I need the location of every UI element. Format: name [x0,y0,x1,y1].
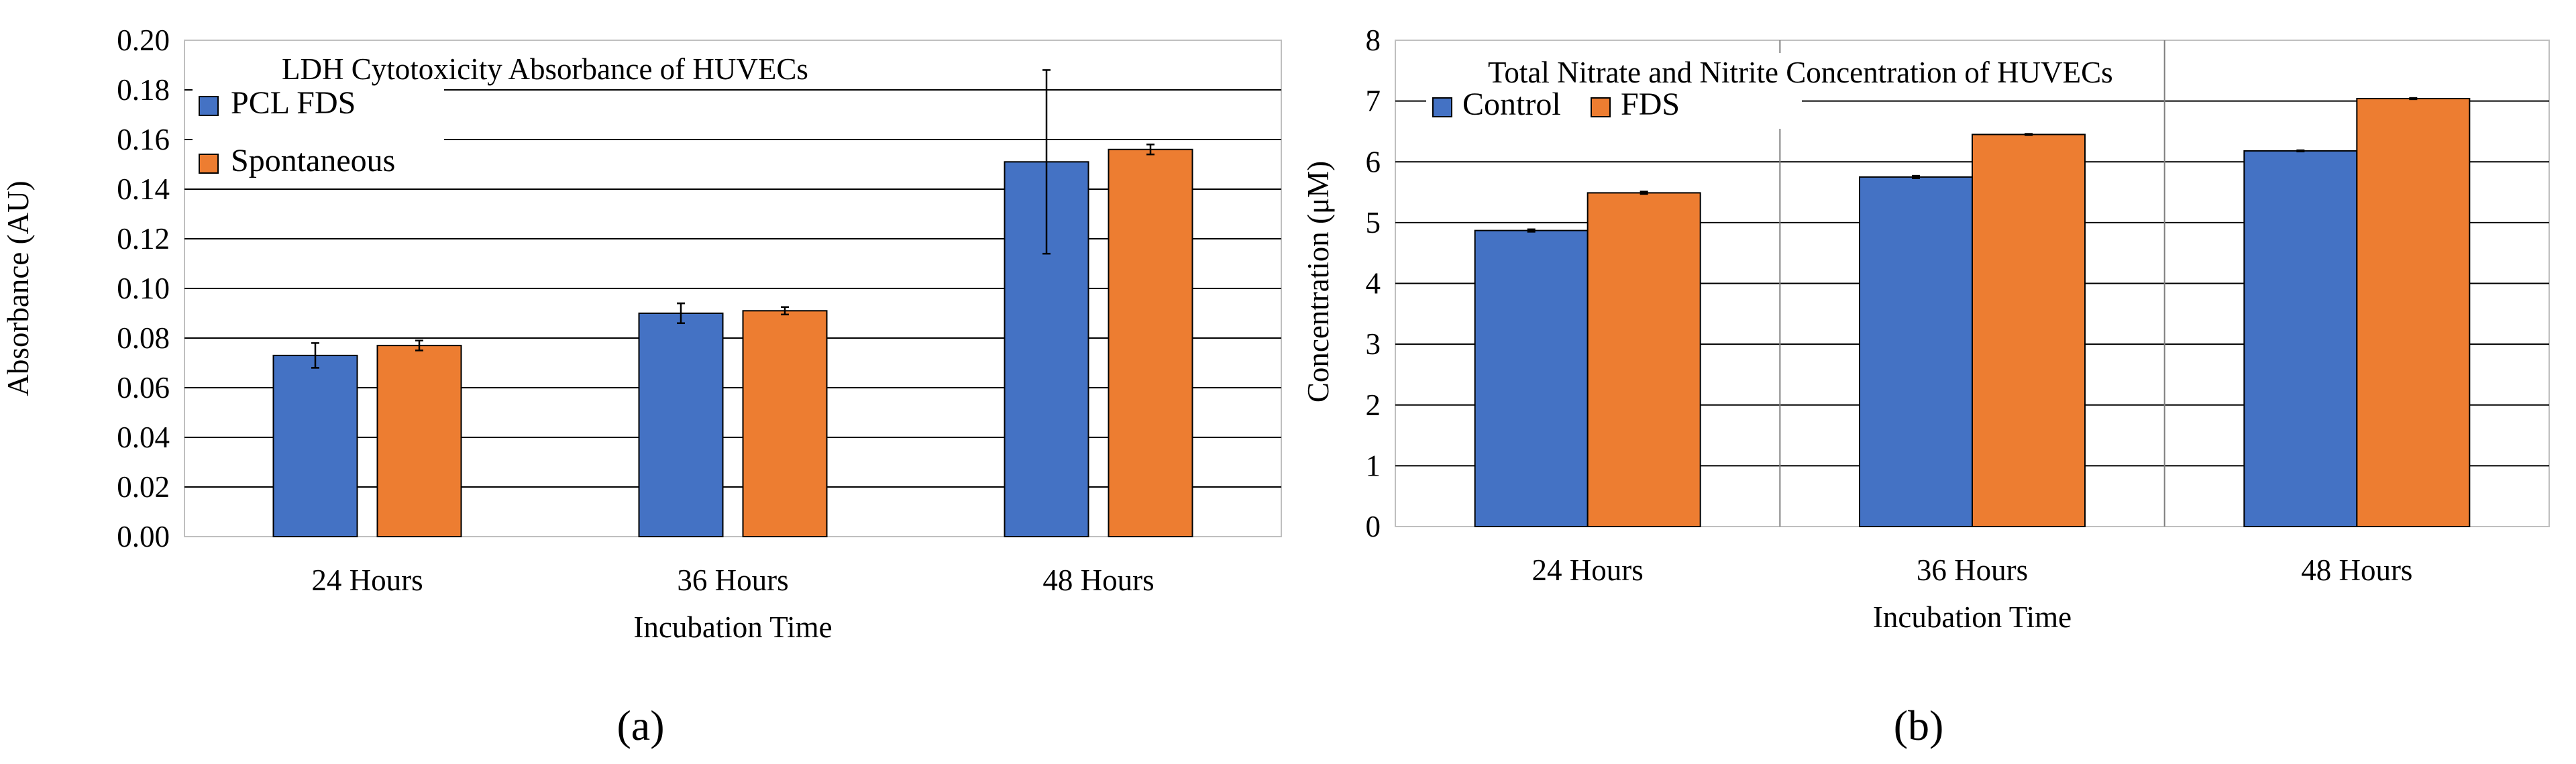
legend-background [193,86,444,185]
y-tick-label: 6 [1366,145,1381,178]
y-tick-label: 4 [1366,267,1381,301]
x-tick-label: 36 Hours [1917,553,2028,587]
x-tick-label: 24 Hours [1532,553,1644,587]
y-axis-title: Concentration (μM) [1301,161,1335,402]
chart-a: 0.00 0.02 0.04 0.06 0.08 0.10 0.12 0.14 0.16 0.18… [1,23,1282,749]
x-tick-label: 36 Hours [677,563,788,597]
y-tick-label: 3 [1366,327,1381,361]
bar [2243,150,2358,527]
bar [1587,192,1701,527]
panel-caption: (b) [1894,702,1944,749]
x-axis-title: Incubation Time [1873,600,2072,634]
y-tick-label: 7 [1366,85,1381,118]
y-tick-label: 1 [1366,449,1381,482]
y-tick-label: 0.16 [117,123,170,156]
bar [742,310,828,537]
x-axis-title: Incubation Time [633,610,832,644]
y-tick-label: 0.00 [117,520,170,553]
bar [2356,98,2471,527]
y-tick-label: 5 [1366,206,1381,239]
y-tick-label: 0.14 [117,172,170,206]
legend-label: Control [1462,87,1561,122]
chart-title: LDH Cytotoxicity Absorbance of HUVECs [282,52,808,86]
chart-title: Total Nitrate and Nitrite Concentration … [1488,56,2113,89]
legend-label: Spontaneous [231,143,395,178]
y-tick-label: 0.20 [117,23,170,57]
bar [376,345,462,537]
legend-swatch [1591,97,1611,117]
bar [1972,133,2086,527]
title-background [275,50,815,87]
x-tick-label: 24 Hours [311,563,423,597]
panel-caption: (a) [616,702,664,749]
bar [1474,229,1589,527]
y-tick-label: 0.10 [117,272,170,305]
x-tick-label: 48 Hours [2301,553,2412,587]
bar [1108,148,1193,538]
legend-swatch [199,96,219,116]
y-tick-label: 0 [1366,510,1381,543]
bar [1859,176,1973,527]
y-tick-label: 0.18 [117,73,170,107]
y-tick-label: 0.08 [117,321,170,355]
legend-label: PCL FDS [231,85,356,121]
legend-label: FDS [1621,87,1680,122]
y-tick-label: 0.04 [117,421,170,454]
y-tick-label: 8 [1366,23,1381,57]
legend-background [1426,87,1802,129]
chart-b: 0 1 2 3 4 5 6 7 8 24 Hours 36 Hours 48 Hours Total N… [1301,23,2550,749]
y-axis-title: Absorbance (AU) [1,180,35,396]
y-tick-label: 2 [1366,388,1381,422]
y-tick-label: 0.12 [117,222,170,256]
legend-swatch [1432,97,1452,117]
x-tick-label: 48 Hours [1042,563,1154,597]
y-tick-label: 0.06 [117,371,170,404]
bar [272,354,358,538]
y-tick-label: 0.02 [117,470,170,504]
bar [638,313,724,537]
title-background [1481,53,2120,91]
legend-swatch [199,154,219,174]
